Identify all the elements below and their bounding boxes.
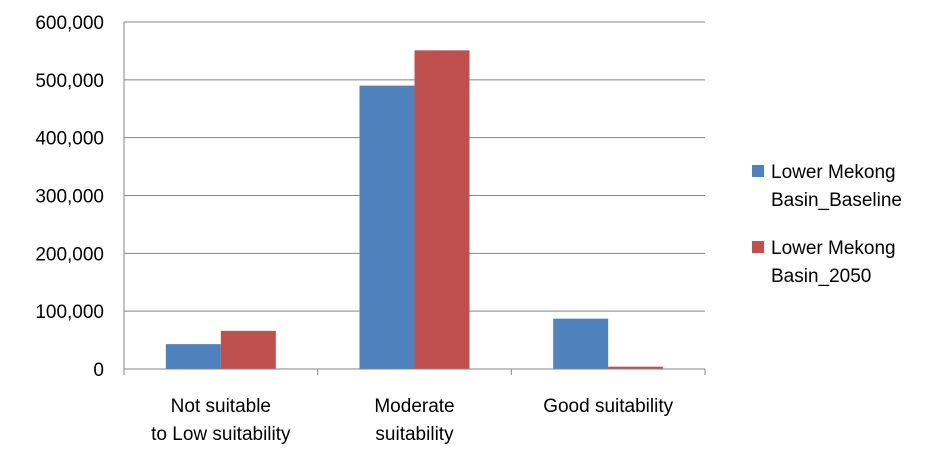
y-tick-label: 600,000 xyxy=(35,13,104,34)
y-tick-label: 300,000 xyxy=(35,187,104,208)
y-tick-label: 200,000 xyxy=(35,244,104,265)
bar xyxy=(359,85,415,369)
bar xyxy=(608,366,664,369)
y-tick-label: 100,000 xyxy=(35,302,104,323)
y-axis-tick-labels: 0 100,000 200,000 300,000 400,000 500,000 600,… xyxy=(35,13,104,381)
bar xyxy=(220,330,276,369)
y-tick-label: 400,000 xyxy=(35,129,104,150)
bars xyxy=(165,50,664,370)
x-axis-category-labels: Not suitable to Low suitability Moderate su… xyxy=(151,396,673,445)
legend-label: Basin_Baseline xyxy=(771,190,902,211)
legend: Lower Mekong Basin_Baseline Lower Mekong Ba… xyxy=(752,162,902,287)
bar xyxy=(553,318,609,369)
x-category-label: to Low suitability xyxy=(151,424,291,445)
legend-swatch xyxy=(752,165,764,177)
legend-swatch xyxy=(752,241,764,253)
y-tick-label: 0 xyxy=(93,360,104,381)
legend-label: Lower Mekong xyxy=(771,162,896,183)
y-tick-label: 500,000 xyxy=(35,71,104,92)
x-category-label: Moderate xyxy=(374,396,454,417)
bar xyxy=(165,344,221,369)
x-category-label: Good suitability xyxy=(543,396,673,417)
x-category-label: Not suitable xyxy=(171,396,271,417)
legend-label: Lower Mekong xyxy=(771,238,896,259)
x-category-label: suitability xyxy=(375,424,454,445)
legend-label: Basin_2050 xyxy=(771,266,871,287)
bar xyxy=(414,50,470,370)
axes xyxy=(123,22,706,375)
